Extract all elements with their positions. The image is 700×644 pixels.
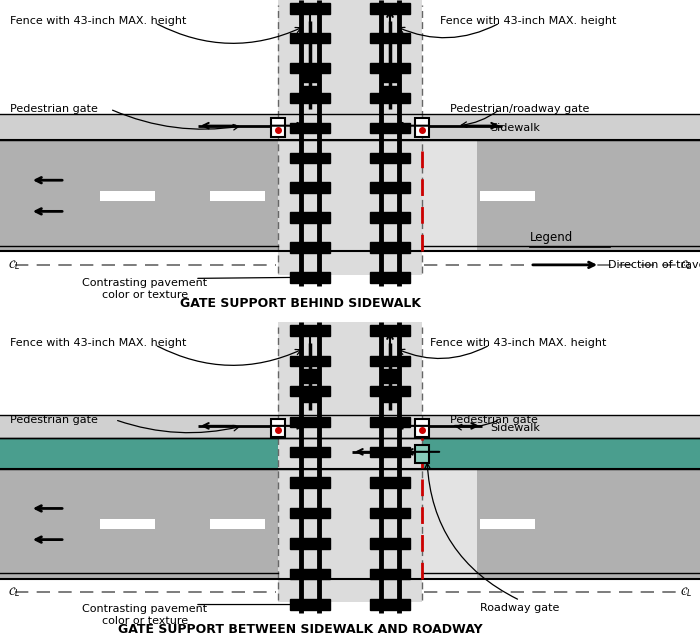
Bar bbox=[370, 447, 410, 457]
Bar bbox=[290, 417, 330, 427]
Bar bbox=[278, 0, 422, 275]
Bar bbox=[381, 68, 399, 82]
Text: GATE SUPPORT BEHIND SIDEWALK: GATE SUPPORT BEHIND SIDEWALK bbox=[179, 297, 421, 310]
Bar bbox=[370, 569, 410, 579]
Bar bbox=[290, 93, 330, 103]
Bar bbox=[301, 68, 319, 82]
Text: GATE SUPPORT BETWEEN SIDEWALK AND ROADWAY: GATE SUPPORT BETWEEN SIDEWALK AND ROADWA… bbox=[118, 623, 482, 636]
Bar bbox=[290, 325, 330, 336]
Bar bbox=[415, 118, 429, 137]
Bar bbox=[290, 538, 330, 549]
Text: Fence with 43-inch MAX. height: Fence with 43-inch MAX. height bbox=[10, 337, 186, 348]
Bar bbox=[370, 477, 410, 488]
Bar bbox=[290, 477, 330, 488]
Bar bbox=[210, 519, 265, 529]
Text: Pedestrian gate: Pedestrian gate bbox=[10, 104, 98, 114]
Bar bbox=[290, 386, 330, 397]
Bar bbox=[290, 600, 330, 610]
Text: Fence with 43-inch MAX. height: Fence with 43-inch MAX. height bbox=[440, 15, 617, 26]
Bar bbox=[290, 569, 330, 579]
Bar bbox=[370, 325, 410, 336]
Bar bbox=[278, 322, 422, 602]
Text: $\mathcal{C}_L$: $\mathcal{C}_L$ bbox=[8, 585, 20, 599]
Bar bbox=[301, 86, 319, 100]
Bar bbox=[0, 140, 700, 251]
Bar bbox=[480, 519, 535, 529]
Text: $\mathcal{C}_L$: $\mathcal{C}_L$ bbox=[8, 258, 20, 272]
Bar bbox=[415, 444, 429, 463]
Bar bbox=[0, 114, 700, 140]
Bar bbox=[290, 3, 330, 14]
Bar bbox=[301, 388, 319, 402]
Bar bbox=[0, 469, 700, 578]
Text: $\mathcal{C}_L$: $\mathcal{C}_L$ bbox=[680, 585, 692, 599]
Bar bbox=[0, 439, 700, 469]
Text: Sidewalk: Sidewalk bbox=[490, 123, 540, 133]
Bar bbox=[370, 272, 410, 283]
Bar bbox=[370, 33, 410, 43]
Text: Pedestrian gate: Pedestrian gate bbox=[10, 415, 98, 424]
Bar bbox=[301, 369, 319, 383]
Bar bbox=[370, 123, 410, 133]
Text: Contrasting pavement
color or texture: Contrasting pavement color or texture bbox=[83, 278, 208, 299]
Bar bbox=[381, 369, 399, 383]
Text: $\mathcal{C}_L$: $\mathcal{C}_L$ bbox=[680, 258, 692, 272]
Bar bbox=[370, 3, 410, 14]
Bar bbox=[370, 242, 410, 252]
Bar bbox=[0, 415, 700, 439]
Text: Sidewalk: Sidewalk bbox=[490, 423, 540, 433]
Bar bbox=[290, 182, 330, 193]
Bar bbox=[422, 140, 477, 251]
Bar bbox=[271, 419, 285, 437]
Bar bbox=[370, 508, 410, 518]
Text: Direction of travel: Direction of travel bbox=[608, 260, 700, 270]
Bar bbox=[290, 242, 330, 252]
Bar bbox=[370, 355, 410, 366]
Bar bbox=[381, 388, 399, 402]
Text: Legend: Legend bbox=[530, 231, 573, 244]
Bar bbox=[290, 272, 330, 283]
Bar bbox=[290, 63, 330, 73]
Text: Fence with 43-inch MAX. height: Fence with 43-inch MAX. height bbox=[430, 337, 606, 348]
Bar bbox=[210, 191, 265, 201]
Bar bbox=[370, 182, 410, 193]
Bar bbox=[370, 213, 410, 223]
Bar bbox=[290, 213, 330, 223]
Bar bbox=[370, 386, 410, 397]
Text: Pedestrian gate: Pedestrian gate bbox=[450, 415, 538, 424]
Bar bbox=[271, 118, 285, 137]
Bar bbox=[370, 63, 410, 73]
Bar bbox=[100, 191, 155, 201]
Bar bbox=[381, 86, 399, 100]
Bar bbox=[370, 417, 410, 427]
Text: Fence with 43-inch MAX. height: Fence with 43-inch MAX. height bbox=[10, 15, 186, 26]
Bar bbox=[290, 508, 330, 518]
Bar bbox=[290, 447, 330, 457]
Bar bbox=[290, 153, 330, 163]
Bar bbox=[370, 153, 410, 163]
Bar bbox=[370, 600, 410, 610]
Bar bbox=[480, 191, 535, 201]
Bar bbox=[370, 93, 410, 103]
Bar bbox=[100, 519, 155, 529]
Bar bbox=[290, 123, 330, 133]
Text: Roadway gate: Roadway gate bbox=[480, 603, 559, 612]
Bar bbox=[422, 469, 477, 578]
Bar bbox=[415, 419, 429, 437]
Bar bbox=[370, 538, 410, 549]
Text: Pedestrian/roadway gate: Pedestrian/roadway gate bbox=[450, 104, 589, 114]
Bar bbox=[290, 355, 330, 366]
Text: Contrasting pavement
color or texture: Contrasting pavement color or texture bbox=[83, 604, 208, 626]
Bar bbox=[290, 33, 330, 43]
